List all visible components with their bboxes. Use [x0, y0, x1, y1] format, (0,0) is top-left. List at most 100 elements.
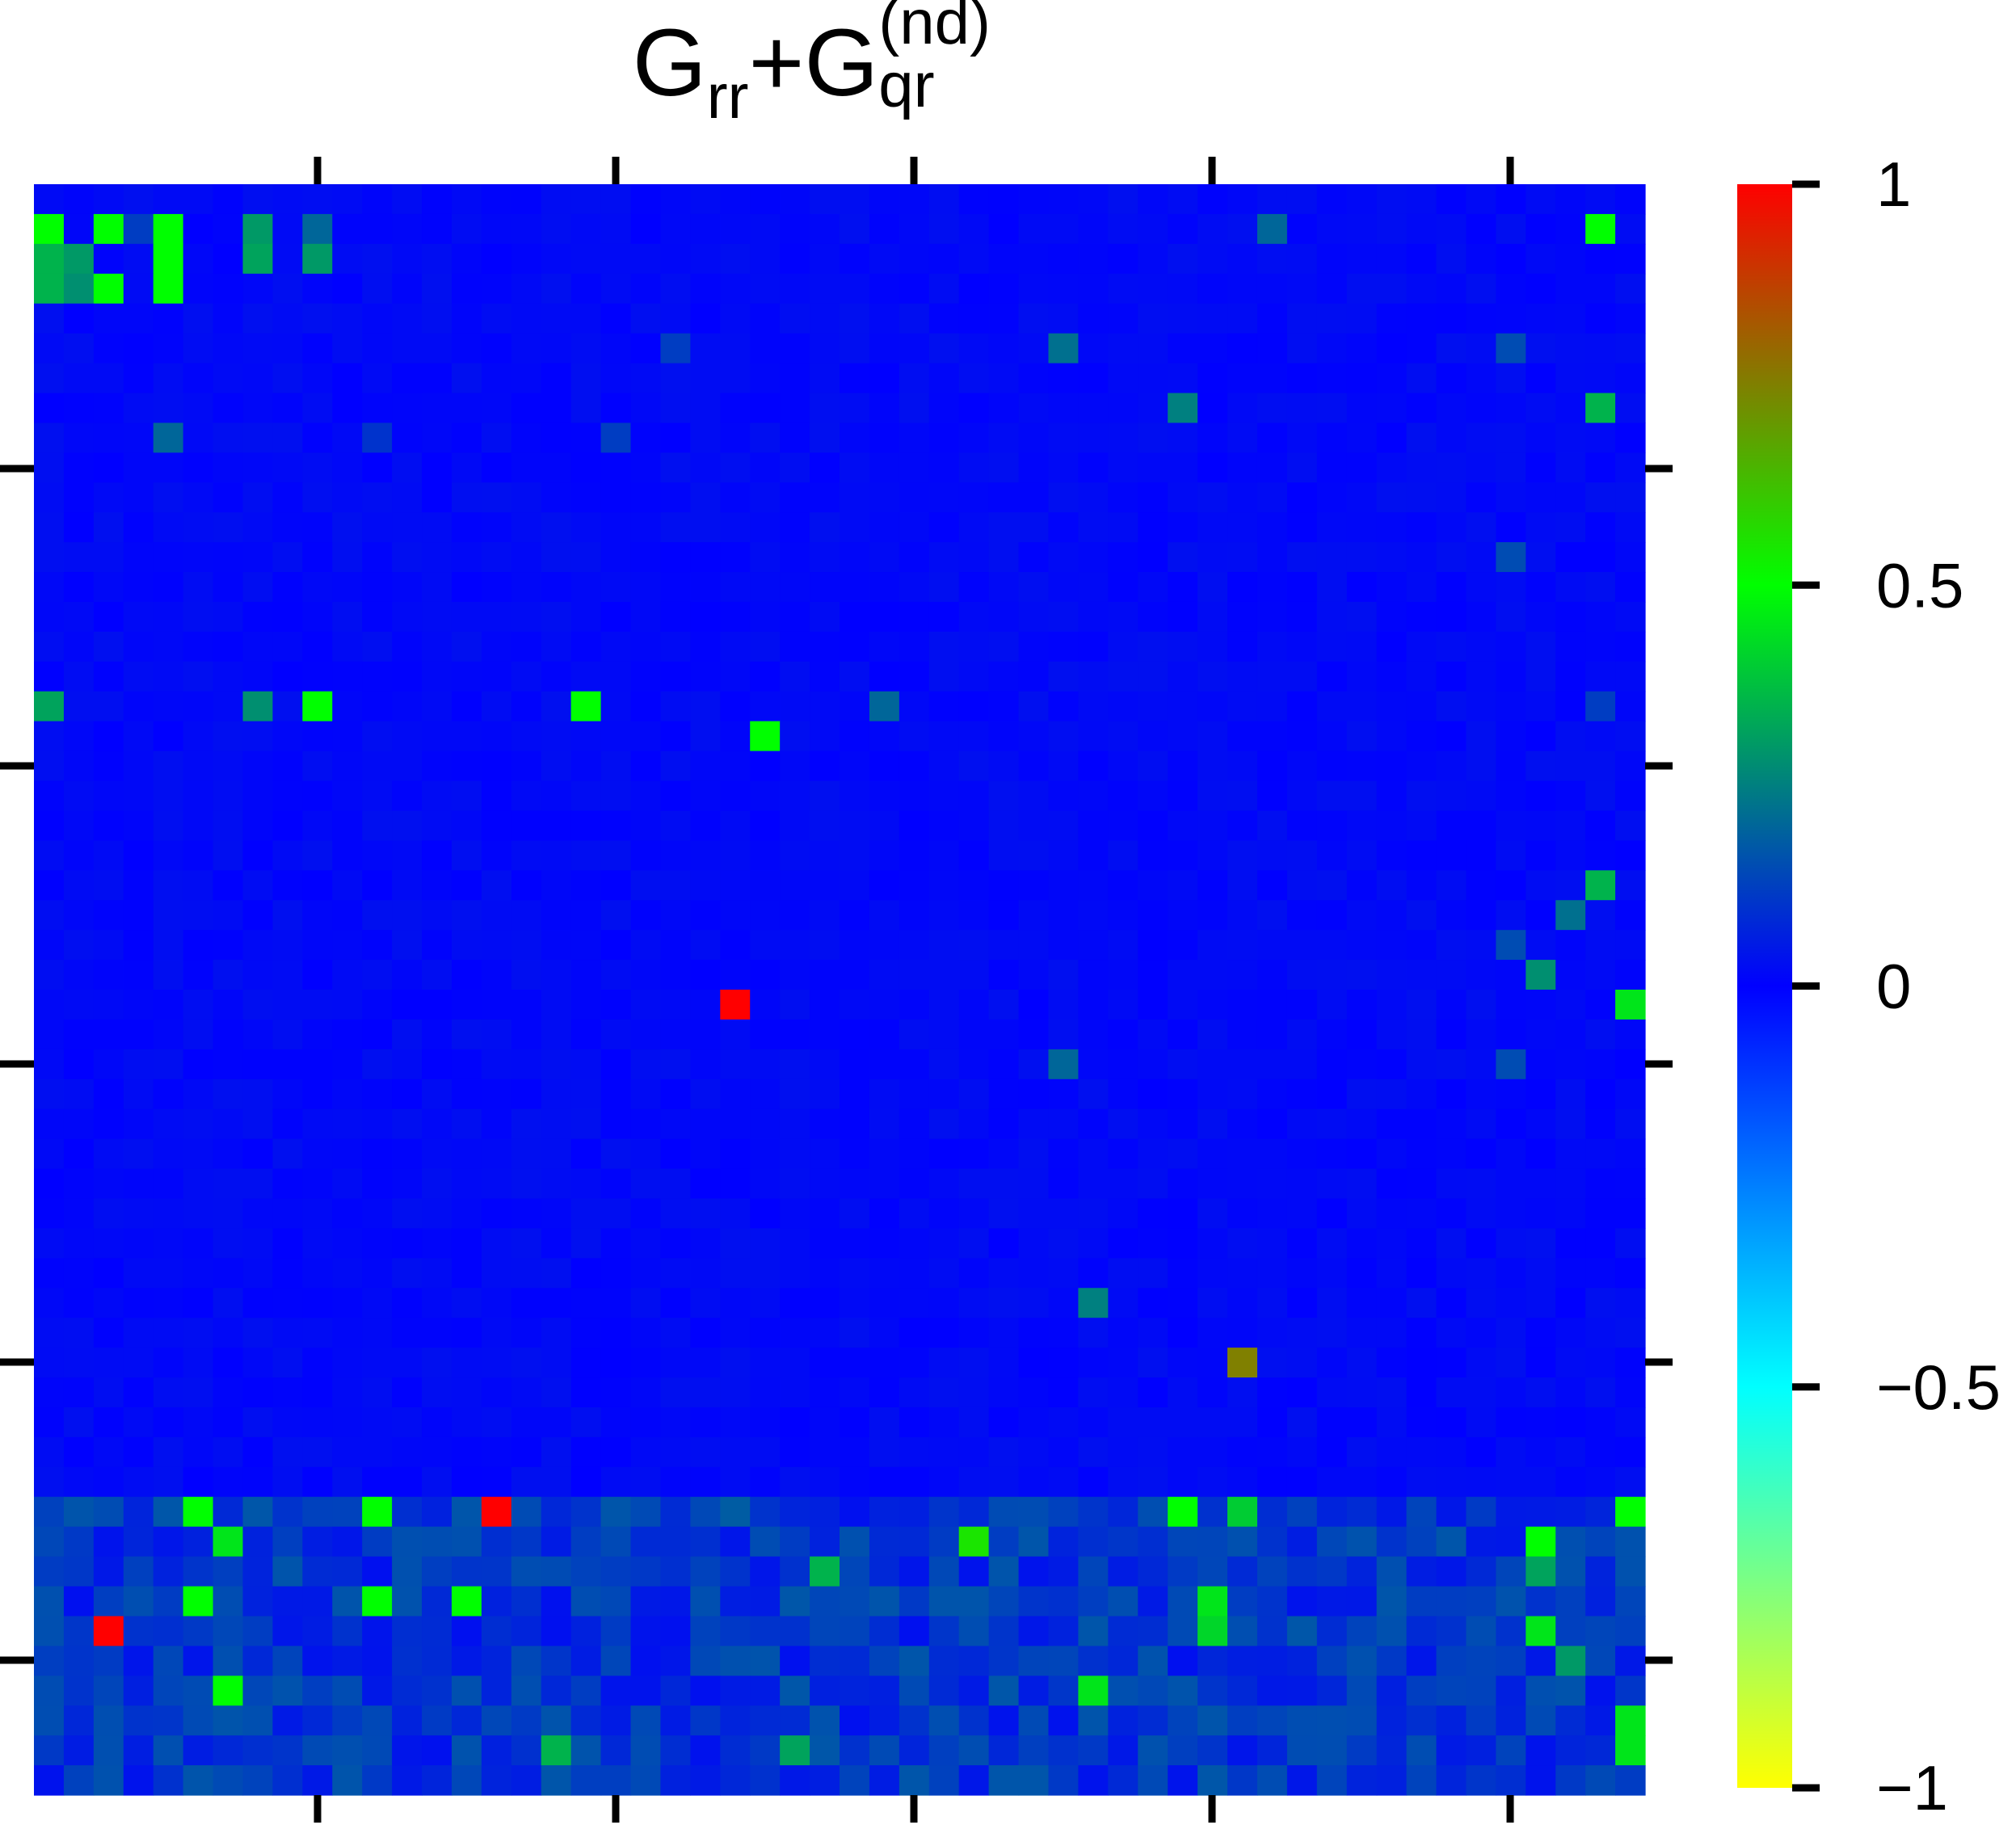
heatmap-cell: [1197, 1616, 1228, 1646]
heatmap-cell: [570, 1705, 602, 1736]
heatmap-cell: [451, 960, 482, 990]
heatmap-cell: [1286, 1765, 1318, 1796]
heatmap-cell: [600, 393, 632, 424]
heatmap-cell: [93, 184, 124, 215]
heatmap-cell: [1256, 333, 1288, 364]
heatmap-cell: [362, 452, 393, 483]
heatmap-cell: [899, 1765, 930, 1796]
heatmap-cell: [123, 601, 154, 633]
heatmap-cell: [541, 482, 572, 513]
heatmap-cell: [1466, 542, 1496, 573]
heatmap-cell: [362, 1138, 393, 1170]
heatmap-cell: [1555, 1138, 1586, 1170]
heatmap-cell: [1466, 661, 1496, 692]
heatmap-cell: [840, 870, 870, 901]
heatmap-cell: [1406, 691, 1437, 722]
heatmap-cell: [1406, 661, 1437, 692]
heatmap-cell: [1018, 1616, 1050, 1646]
heatmap-cell: [1615, 213, 1646, 245]
heatmap-cell: [1436, 1407, 1467, 1438]
heatmap-cell: [1227, 213, 1258, 245]
heatmap-cell: [1585, 1735, 1616, 1766]
heatmap-cell: [869, 990, 900, 1020]
heatmap-cell: [988, 512, 1020, 543]
heatmap-cell: [481, 1019, 512, 1050]
heatmap-cell: [928, 1377, 960, 1408]
heatmap-cell: [63, 1318, 95, 1348]
heatmap-cell: [1316, 1049, 1348, 1080]
heatmap-cell: [481, 960, 512, 990]
heatmap-cell: [958, 1079, 990, 1110]
heatmap-cell: [183, 1198, 214, 1230]
heatmap-cell: [1197, 631, 1228, 662]
heatmap-cell: [34, 1138, 65, 1170]
heatmap-cell: [1555, 631, 1586, 662]
heatmap-cell: [810, 1168, 840, 1200]
heatmap-cell: [570, 184, 602, 215]
heatmap-cell: [660, 452, 691, 483]
heatmap-cell: [541, 452, 572, 483]
heatmap-cell: [1108, 512, 1138, 543]
heatmap-cell: [840, 691, 870, 722]
heatmap-cell: [1108, 1466, 1138, 1498]
heatmap-cell: [63, 1228, 95, 1259]
heatmap-cell: [183, 1228, 214, 1259]
heatmap-cell: [1048, 1079, 1080, 1110]
heatmap-cell: [1138, 1079, 1168, 1110]
heatmap-cell: [1496, 870, 1526, 901]
heatmap-cell: [1108, 393, 1138, 424]
heatmap-cell: [1496, 751, 1526, 782]
heatmap-cell: [1376, 1019, 1408, 1050]
heatmap-cell: [272, 1496, 303, 1528]
heatmap-cell: [332, 1168, 363, 1200]
heatmap-cell: [630, 960, 662, 990]
heatmap-cell: [1585, 512, 1616, 543]
heatmap-cell: [1526, 1168, 1556, 1200]
heatmap-cell: [481, 1765, 512, 1796]
heatmap-cell: [63, 1198, 95, 1230]
heatmap-cell: [958, 1049, 990, 1080]
heatmap-cell: [928, 1466, 960, 1498]
heatmap-cell: [1436, 661, 1467, 692]
heatmap-cell: [183, 572, 214, 603]
heatmap-cell: [1555, 1019, 1586, 1050]
heatmap-cell: [422, 1168, 452, 1200]
heatmap-cell: [570, 213, 602, 245]
heatmap-cell: [869, 1108, 900, 1140]
heatmap-cell: [362, 333, 393, 364]
heatmap-cell: [1436, 1258, 1467, 1289]
heatmap-cell: [1048, 1168, 1080, 1200]
heatmap-cell: [840, 303, 870, 334]
heatmap-cell: [1227, 1586, 1258, 1617]
heatmap-cell: [1496, 1616, 1526, 1646]
heatmap-cell: [1555, 870, 1586, 901]
heatmap-cell: [630, 1735, 662, 1766]
heatmap-cell: [481, 601, 512, 633]
heatmap-cell: [1526, 1348, 1556, 1378]
heatmap-cell: [242, 810, 274, 841]
heatmap-cell: [928, 870, 960, 901]
heatmap-cell: [272, 482, 303, 513]
heatmap-cell: [541, 1049, 572, 1080]
heatmap-cell: [63, 960, 95, 990]
heatmap-cell: [1018, 243, 1050, 275]
heatmap-cell: [690, 751, 721, 782]
heatmap-cell: [780, 1348, 810, 1378]
heatmap-cell: [720, 691, 751, 722]
heatmap-cell: [1346, 572, 1378, 603]
heatmap-cell: [1376, 1646, 1408, 1676]
heatmap-cell: [183, 631, 214, 662]
heatmap-cell: [1256, 1735, 1288, 1766]
heatmap-cell: [780, 423, 810, 453]
heatmap-cell: [541, 542, 572, 573]
heatmap-cell: [451, 631, 482, 662]
heatmap-cell: [1526, 333, 1556, 364]
heatmap-cell: [511, 184, 542, 215]
heatmap-cell: [213, 1526, 244, 1558]
heatmap-cell: [1316, 184, 1348, 215]
heatmap-cell: [570, 1646, 602, 1676]
heatmap-cell: [392, 1466, 423, 1498]
heatmap-cell: [810, 572, 840, 603]
heatmap-cell: [183, 1019, 214, 1050]
heatmap-cell: [1466, 1705, 1496, 1736]
